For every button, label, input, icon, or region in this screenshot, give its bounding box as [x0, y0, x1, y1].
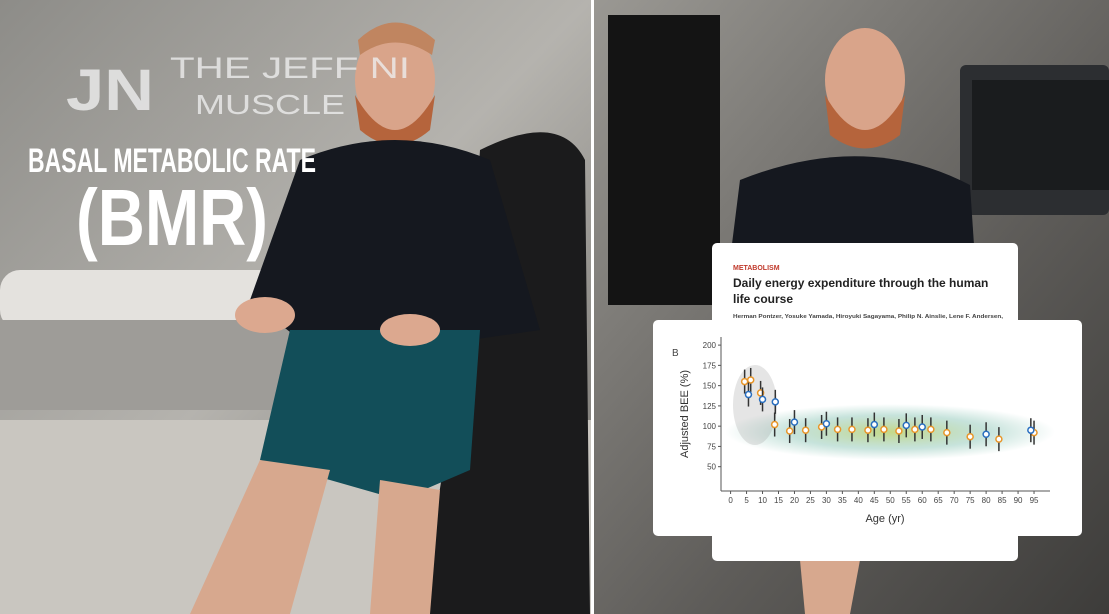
- panel-label: B: [672, 348, 679, 359]
- logo-line: MUSCLE: [195, 89, 345, 120]
- x-tick-label: 35: [838, 496, 847, 505]
- y-tick-label: 200: [703, 341, 717, 350]
- caption: BASAL METABOLIC RATE: [28, 142, 316, 180]
- chart-card: B Adjusted BEE (%) Age (yr) 507510012515…: [653, 320, 1082, 536]
- point: [870, 420, 879, 429]
- y-tick-label: 150: [703, 382, 717, 391]
- x-tick-label: 30: [822, 496, 831, 505]
- x-tick-label: 15: [774, 496, 783, 505]
- x-tick-label: 0: [728, 496, 733, 505]
- x-tick-label: 40: [854, 496, 863, 505]
- point: [822, 419, 831, 428]
- x-tick-label: 20: [790, 496, 799, 505]
- x-tick-label: 50: [886, 496, 895, 505]
- point: [848, 425, 856, 434]
- x-tick-label: 25: [806, 496, 815, 505]
- point: [895, 427, 903, 435]
- y-tick-label: 125: [703, 402, 717, 411]
- paper-title: life course: [733, 292, 793, 306]
- x-tick-label: 10: [758, 496, 767, 505]
- x-tick-label: 90: [1014, 496, 1023, 505]
- logo-mark: JN: [66, 58, 154, 123]
- point: [966, 432, 974, 441]
- point: [927, 425, 935, 434]
- point: [833, 425, 842, 434]
- point: [864, 426, 872, 434]
- caption: (BMR): [76, 173, 268, 262]
- x-tick-label: 65: [934, 496, 943, 505]
- left-panel: JN THE JEFF NI MUSCLE BASAL METABOLIC RA…: [0, 0, 591, 614]
- point: [770, 420, 779, 429]
- paper-title: Daily energy expenditure through the hum…: [733, 276, 988, 290]
- point: [880, 425, 888, 434]
- x-tick-label: 60: [918, 496, 927, 505]
- point: [746, 376, 755, 384]
- point: [771, 398, 780, 406]
- x-tick-label: 95: [1030, 496, 1039, 505]
- paper-section: METABOLISM: [733, 265, 780, 272]
- point: [758, 395, 767, 404]
- x-tick-label: 45: [870, 496, 879, 505]
- x-tick-label: 55: [902, 496, 911, 505]
- point: [918, 423, 926, 431]
- point: [785, 427, 794, 435]
- y-tick-label: 50: [707, 463, 716, 472]
- x-tick-label: 80: [982, 496, 991, 505]
- x-tick-label: 75: [966, 496, 975, 505]
- paper-authors: Herman Pontzer, Yosuke Yamada, Hiroyuki …: [733, 314, 1004, 320]
- x-tick-label: 70: [950, 496, 959, 505]
- y-tick-label: 100: [703, 422, 717, 431]
- point: [995, 435, 1003, 443]
- y-tick-label: 75: [707, 442, 716, 451]
- point: [1027, 426, 1035, 434]
- logo-line: THE JEFF NI: [170, 52, 410, 85]
- point: [744, 390, 753, 399]
- x-tick-label: 85: [998, 496, 1007, 505]
- x-tick-label: 5: [744, 496, 749, 505]
- point: [982, 430, 990, 439]
- point: [902, 421, 911, 430]
- point: [790, 418, 799, 426]
- point: [801, 426, 810, 434]
- point: [911, 425, 919, 434]
- x-axis-label: Age (yr): [865, 513, 904, 525]
- point: [943, 428, 951, 437]
- y-axis-label: Adjusted BEE (%): [679, 370, 691, 458]
- y-tick-label: 175: [703, 361, 717, 370]
- point: [740, 377, 749, 386]
